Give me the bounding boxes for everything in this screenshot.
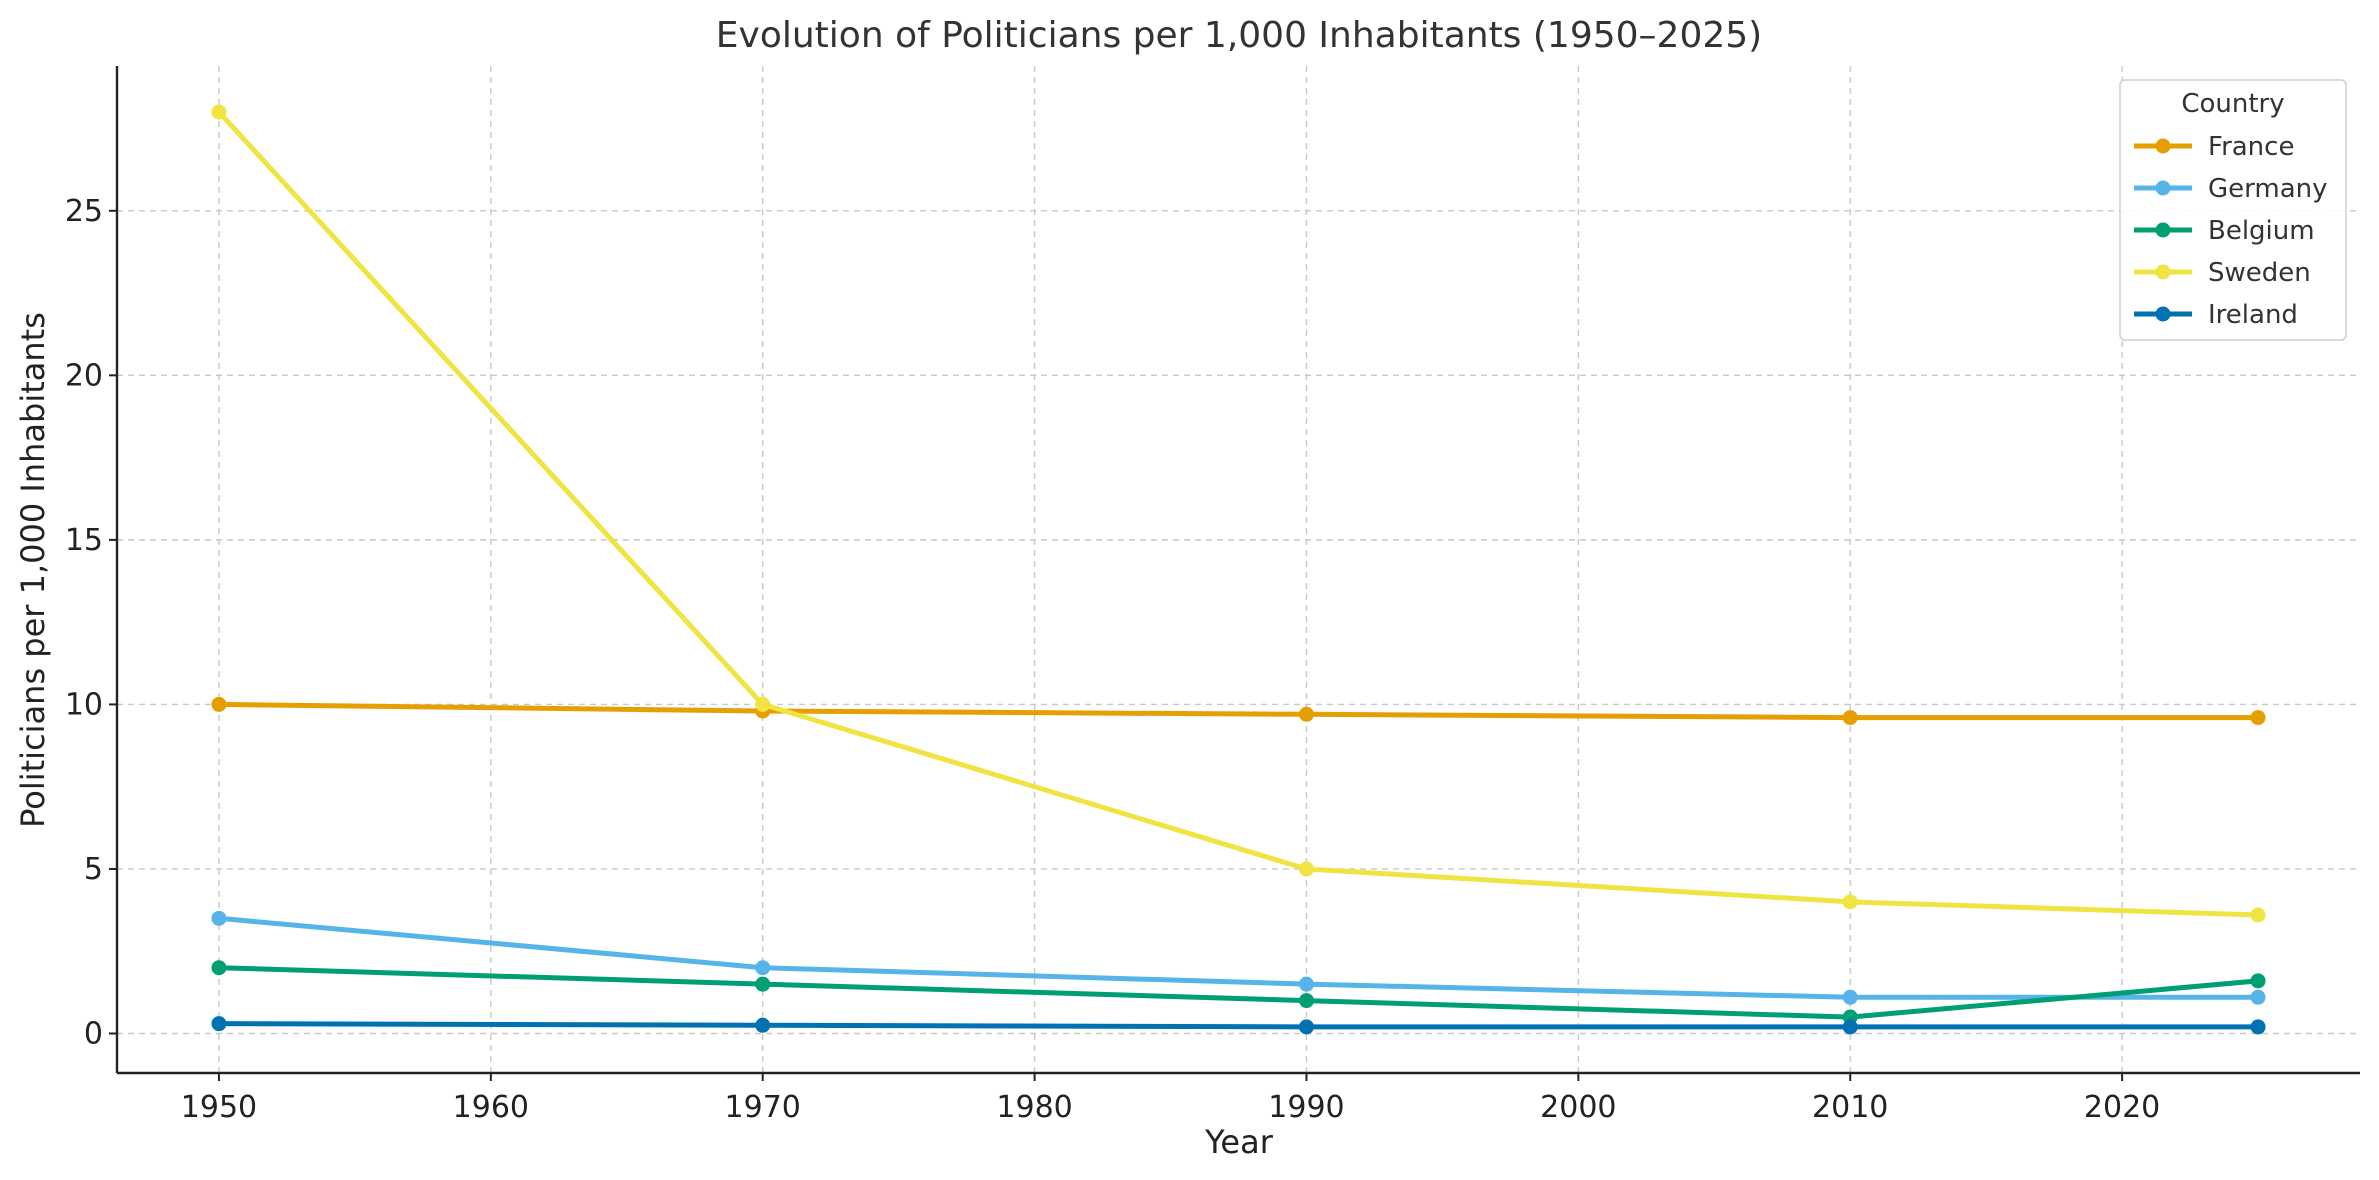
data-point — [2250, 989, 2266, 1005]
axes: 1950 1960 1970 1980 1990 2000 2010 2020 0 5 10 15 20… — [65, 66, 2360, 1125]
data-point — [1842, 1019, 1858, 1035]
chart-title: Evolution of Politicians per 1,000 Inhab… — [716, 15, 1762, 56]
legend-label: Belgium — [2208, 216, 2315, 246]
legend-label: Germany — [2208, 174, 2328, 204]
series — [211, 104, 2266, 1035]
legend-title: Country — [2181, 89, 2284, 119]
legend-item: France — [2134, 132, 2294, 162]
data-point — [1842, 894, 1858, 910]
series-france — [211, 696, 2266, 726]
x-tick-label: 2020 — [2084, 1090, 2160, 1125]
x-tick-label: 1960 — [453, 1090, 529, 1125]
legend-label: France — [2208, 132, 2294, 162]
data-point — [211, 910, 227, 926]
series-ireland — [211, 1016, 2266, 1035]
data-point — [755, 696, 771, 712]
series-line — [216, 915, 2261, 1000]
data-point — [2250, 907, 2266, 923]
legend-marker — [2155, 306, 2171, 322]
data-point — [211, 696, 227, 712]
legend: Country France Germany Belgium Sweden Ireland — [2119, 79, 2347, 341]
data-point — [1298, 1019, 1314, 1035]
y-tick-label: 10 — [65, 687, 103, 722]
data-point — [211, 960, 227, 976]
y-tick-label: 20 — [65, 358, 103, 393]
y-tick-label: 0 — [84, 1017, 103, 1052]
x-tick-label: 2010 — [1812, 1090, 1888, 1125]
legend-item: Sweden — [2134, 258, 2311, 288]
data-point — [1298, 861, 1314, 877]
y-tick-label: 5 — [84, 852, 103, 887]
x-tick-label: 1980 — [996, 1090, 1072, 1125]
x-axis-label: Year — [1204, 1123, 1274, 1161]
data-point — [2250, 973, 2266, 989]
data-point — [1298, 706, 1314, 722]
data-point — [211, 1016, 227, 1032]
data-point — [2250, 1019, 2266, 1035]
series-line — [216, 1021, 2261, 1030]
legend-item: Ireland — [2134, 300, 2298, 330]
x-tick-label: 1970 — [725, 1090, 801, 1125]
legend-label: Ireland — [2208, 300, 2298, 330]
series-belgium — [211, 960, 2266, 1025]
x-tick-label: 2000 — [1540, 1090, 1616, 1125]
legend-marker — [2155, 180, 2171, 196]
data-point — [1298, 993, 1314, 1009]
y-axis-label: Politicians per 1,000 Inhabitants — [14, 312, 52, 828]
data-point — [1298, 976, 1314, 992]
x-tick-label: 1990 — [1268, 1090, 1344, 1125]
legend-marker — [2155, 264, 2171, 280]
y-tick-label: 25 — [65, 194, 103, 229]
data-point — [211, 104, 227, 120]
x-tick-label: 1950 — [181, 1090, 257, 1125]
series-germany — [211, 910, 2266, 1005]
legend-marker — [2155, 138, 2171, 154]
data-point — [1842, 710, 1858, 726]
data-point — [1842, 989, 1858, 1005]
legend-item: Germany — [2134, 174, 2328, 204]
legend-label: Sweden — [2208, 258, 2311, 288]
series-line — [216, 965, 2261, 1020]
y-tick-label: 15 — [65, 523, 103, 558]
grid — [117, 66, 2360, 1073]
series-line — [216, 701, 2261, 721]
data-point — [755, 960, 771, 976]
series-line — [216, 109, 2261, 918]
legend-item: Belgium — [2134, 216, 2315, 246]
data-point — [755, 976, 771, 992]
data-point — [2250, 710, 2266, 726]
series-sweden — [211, 104, 2266, 923]
data-point — [755, 1017, 771, 1033]
legend-marker — [2155, 222, 2171, 238]
